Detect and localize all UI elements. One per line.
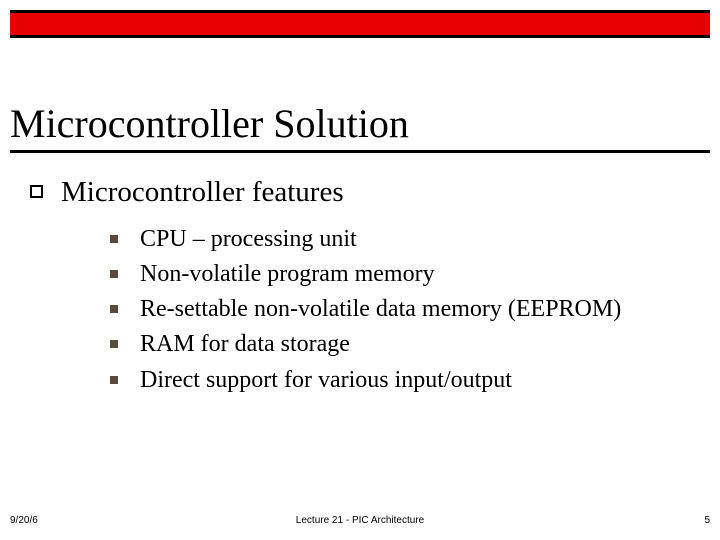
header-band: [10, 10, 710, 38]
level2-text: Non-volatile program memory: [140, 259, 435, 290]
title-underline: [10, 150, 710, 153]
list-item: Direct support for various input/output: [110, 365, 690, 396]
filled-square-bullet-icon: [110, 235, 118, 243]
level2-text: CPU – processing unit: [140, 224, 357, 255]
level2-list: CPU – processing unit Non-volatile progr…: [110, 224, 690, 396]
footer-center: Lecture 21 - PIC Architecture: [10, 515, 710, 526]
level2-text: RAM for data storage: [140, 329, 350, 360]
filled-square-bullet-icon: [110, 270, 118, 278]
filled-square-bullet-icon: [110, 340, 118, 348]
level2-text: Direct support for various input/output: [140, 365, 512, 396]
level1-text: Microcontroller features: [61, 175, 344, 210]
level2-text: Re-settable non-volatile data memory (EE…: [140, 294, 621, 325]
list-item: CPU – processing unit: [110, 224, 690, 255]
header-red-bar: [10, 13, 710, 35]
slide-body: Microcontroller features CPU – processin…: [30, 175, 690, 400]
filled-square-bullet-icon: [110, 376, 118, 384]
slide-title: Microcontroller Solution: [10, 100, 409, 147]
header-rule-bottom: [10, 35, 710, 38]
slide: Microcontroller Solution Microcontroller…: [0, 0, 720, 540]
filled-square-bullet-icon: [110, 305, 118, 313]
list-item: Re-settable non-volatile data memory (EE…: [110, 294, 690, 325]
list-item: RAM for data storage: [110, 329, 690, 360]
footer-page-number: 5: [704, 515, 710, 526]
square-bullet-icon: [30, 185, 43, 198]
list-item: Non-volatile program memory: [110, 259, 690, 290]
bullet-level1: Microcontroller features: [30, 175, 690, 210]
